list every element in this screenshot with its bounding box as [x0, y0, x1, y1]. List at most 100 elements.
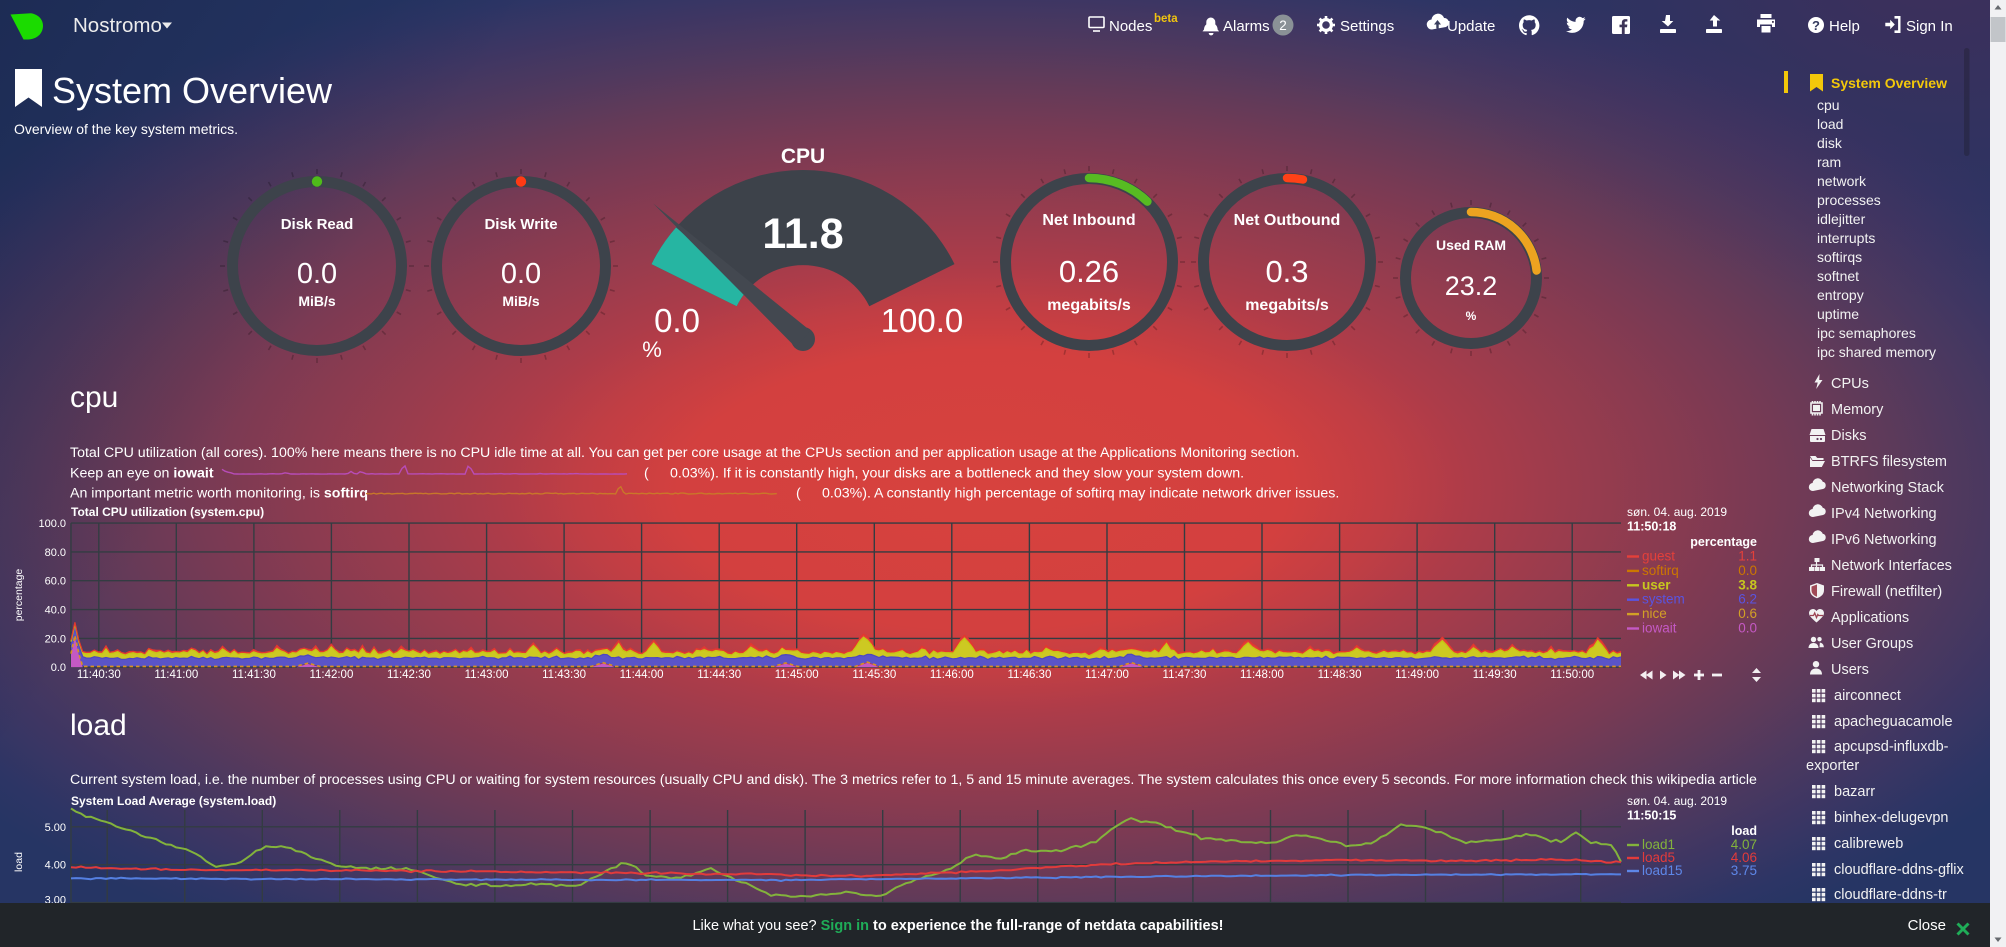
- svg-text:MiB/s: MiB/s: [502, 293, 540, 309]
- svg-text:11:45:30: 11:45:30: [852, 669, 896, 681]
- svg-text:11:47:00: 11:47:00: [1085, 669, 1129, 681]
- svg-text:nice: nice: [1642, 606, 1667, 621]
- svg-text:0.0: 0.0: [501, 258, 541, 290]
- svg-text:calibreweb: calibreweb: [1834, 836, 1903, 852]
- svg-text:binhex-delugevpn: binhex-delugevpn: [1834, 810, 1948, 826]
- svg-text:0.0: 0.0: [654, 302, 700, 339]
- svg-text:11:41:30: 11:41:30: [232, 669, 276, 681]
- svg-text:Settings: Settings: [1340, 18, 1394, 35]
- svg-text:%: %: [642, 337, 662, 362]
- svg-text:Alarms: Alarms: [1223, 18, 1270, 35]
- svg-text:11:42:00: 11:42:00: [309, 669, 353, 681]
- svg-text:idlejitter: idlejitter: [1817, 211, 1866, 227]
- svg-text:disk: disk: [1817, 135, 1843, 151]
- svg-text:exporter: exporter: [1806, 758, 1859, 774]
- svg-text:CPU: CPU: [781, 145, 825, 168]
- svg-text:CPUs: CPUs: [1831, 376, 1869, 392]
- svg-text:megabits/s: megabits/s: [1047, 297, 1131, 314]
- svg-text:softirqs: softirqs: [1817, 249, 1862, 265]
- svg-text:processes: processes: [1817, 192, 1881, 208]
- svg-text:4.00: 4.00: [45, 860, 66, 872]
- svg-text:6.2: 6.2: [1738, 592, 1757, 607]
- svg-text:11.8: 11.8: [762, 210, 843, 258]
- svg-text:(: (: [644, 466, 649, 482]
- svg-text:Disks: Disks: [1831, 428, 1866, 444]
- svg-text:11:43:30: 11:43:30: [542, 669, 586, 681]
- svg-text:Total CPU utilization (system.: Total CPU utilization (system.cpu): [71, 505, 264, 519]
- svg-text:11:50:18: 11:50:18: [1627, 520, 1676, 534]
- svg-text:IPv6 Networking: IPv6 Networking: [1831, 532, 1937, 548]
- svg-text:Nodes: Nodes: [1109, 18, 1152, 35]
- svg-text:apcupsd-influxdb-: apcupsd-influxdb-: [1834, 739, 1949, 755]
- svg-text:entropy: entropy: [1817, 287, 1864, 303]
- svg-text:ram: ram: [1817, 154, 1841, 170]
- svg-text:4.07: 4.07: [1731, 837, 1757, 852]
- svg-text:11:50:15: 11:50:15: [1627, 809, 1676, 823]
- svg-text:airconnect: airconnect: [1834, 688, 1901, 704]
- svg-text:softirq: softirq: [1642, 563, 1679, 578]
- svg-text:cpu: cpu: [1817, 97, 1840, 113]
- svg-text:ipc semaphores: ipc semaphores: [1817, 325, 1916, 341]
- svg-text:Net Outbound: Net Outbound: [1234, 212, 1341, 229]
- svg-text:guest: guest: [1642, 549, 1675, 564]
- svg-text:søn. 04. aug. 2019: søn. 04. aug. 2019: [1627, 505, 1727, 519]
- svg-text:1.1: 1.1: [1738, 549, 1757, 564]
- svg-text:Firewall (netfilter): Firewall (netfilter): [1831, 584, 1942, 600]
- svg-text:Sign In: Sign In: [1906, 18, 1953, 35]
- svg-text:Close: Close: [1908, 917, 1946, 934]
- svg-text:0.03%). If it is constantly hi: 0.03%). If it is constantly high, your d…: [670, 466, 1244, 482]
- svg-text:60.0: 60.0: [45, 576, 66, 588]
- svg-text:11:42:30: 11:42:30: [387, 669, 431, 681]
- svg-text:system: system: [1642, 592, 1685, 607]
- svg-text:load1: load1: [1642, 837, 1675, 852]
- svg-text:An important metric worth moni: An important metric worth monitoring, is…: [70, 486, 368, 502]
- svg-text:Networking Stack: Networking Stack: [1831, 480, 1945, 496]
- svg-text:load: load: [1731, 824, 1757, 838]
- svg-text:5.00: 5.00: [45, 822, 66, 834]
- svg-text:11:47:30: 11:47:30: [1163, 669, 1207, 681]
- svg-text:100.0: 100.0: [38, 518, 66, 530]
- svg-text:0.3: 0.3: [1265, 254, 1308, 289]
- svg-text:Memory: Memory: [1831, 402, 1884, 418]
- svg-text:User Groups: User Groups: [1831, 636, 1913, 652]
- svg-text:MiB/s: MiB/s: [298, 293, 336, 309]
- svg-text:interrupts: interrupts: [1817, 230, 1875, 246]
- svg-text:load15: load15: [1642, 863, 1683, 878]
- svg-text:percentage: percentage: [1690, 535, 1757, 549]
- svg-text:0.0: 0.0: [297, 258, 337, 290]
- svg-text:%: %: [1466, 309, 1477, 323]
- svg-text:load5: load5: [1642, 850, 1675, 865]
- svg-text:11:46:00: 11:46:00: [930, 669, 974, 681]
- svg-text:Overview of the key system met: Overview of the key system metrics.: [14, 121, 238, 137]
- svg-text:Network Interfaces: Network Interfaces: [1831, 558, 1952, 574]
- svg-text:ipc shared memory: ipc shared memory: [1817, 344, 1936, 360]
- svg-text:Update: Update: [1447, 18, 1495, 35]
- svg-text:Current system load, i.e. the: Current system load, i.e. the number of …: [70, 772, 1757, 788]
- svg-text:Applications: Applications: [1831, 610, 1909, 626]
- svg-text:4.06: 4.06: [1731, 850, 1757, 865]
- svg-text:network: network: [1817, 173, 1867, 189]
- svg-text:System Overview: System Overview: [52, 70, 333, 111]
- svg-text:11:49:00: 11:49:00: [1395, 669, 1439, 681]
- svg-text:40.0: 40.0: [45, 605, 66, 617]
- svg-text:11:46:30: 11:46:30: [1007, 669, 1051, 681]
- svg-text:3.8: 3.8: [1738, 577, 1757, 592]
- svg-text:søn. 04. aug. 2019: søn. 04. aug. 2019: [1627, 794, 1727, 808]
- svg-text:11:43:00: 11:43:00: [465, 669, 509, 681]
- svg-text:?: ?: [1812, 18, 1820, 33]
- svg-text:megabits/s: megabits/s: [1245, 297, 1329, 314]
- svg-text:System Overview: System Overview: [1831, 75, 1947, 91]
- svg-text:11:48:30: 11:48:30: [1318, 669, 1362, 681]
- svg-text:load: load: [1817, 116, 1843, 132]
- svg-text:softnet: softnet: [1817, 268, 1859, 284]
- svg-text:23.2: 23.2: [1445, 271, 1498, 301]
- svg-text:uptime: uptime: [1817, 306, 1859, 322]
- svg-text:Net Inbound: Net Inbound: [1042, 212, 1135, 229]
- svg-text:bazarr: bazarr: [1834, 784, 1875, 800]
- svg-text:0.0: 0.0: [51, 662, 66, 674]
- svg-text:BTRFS filesystem: BTRFS filesystem: [1831, 454, 1947, 470]
- svg-text:Users: Users: [1831, 662, 1869, 678]
- svg-text:apacheguacamole: apacheguacamole: [1834, 714, 1953, 730]
- svg-text:11:45:00: 11:45:00: [775, 669, 819, 681]
- svg-text:Used RAM: Used RAM: [1436, 237, 1506, 253]
